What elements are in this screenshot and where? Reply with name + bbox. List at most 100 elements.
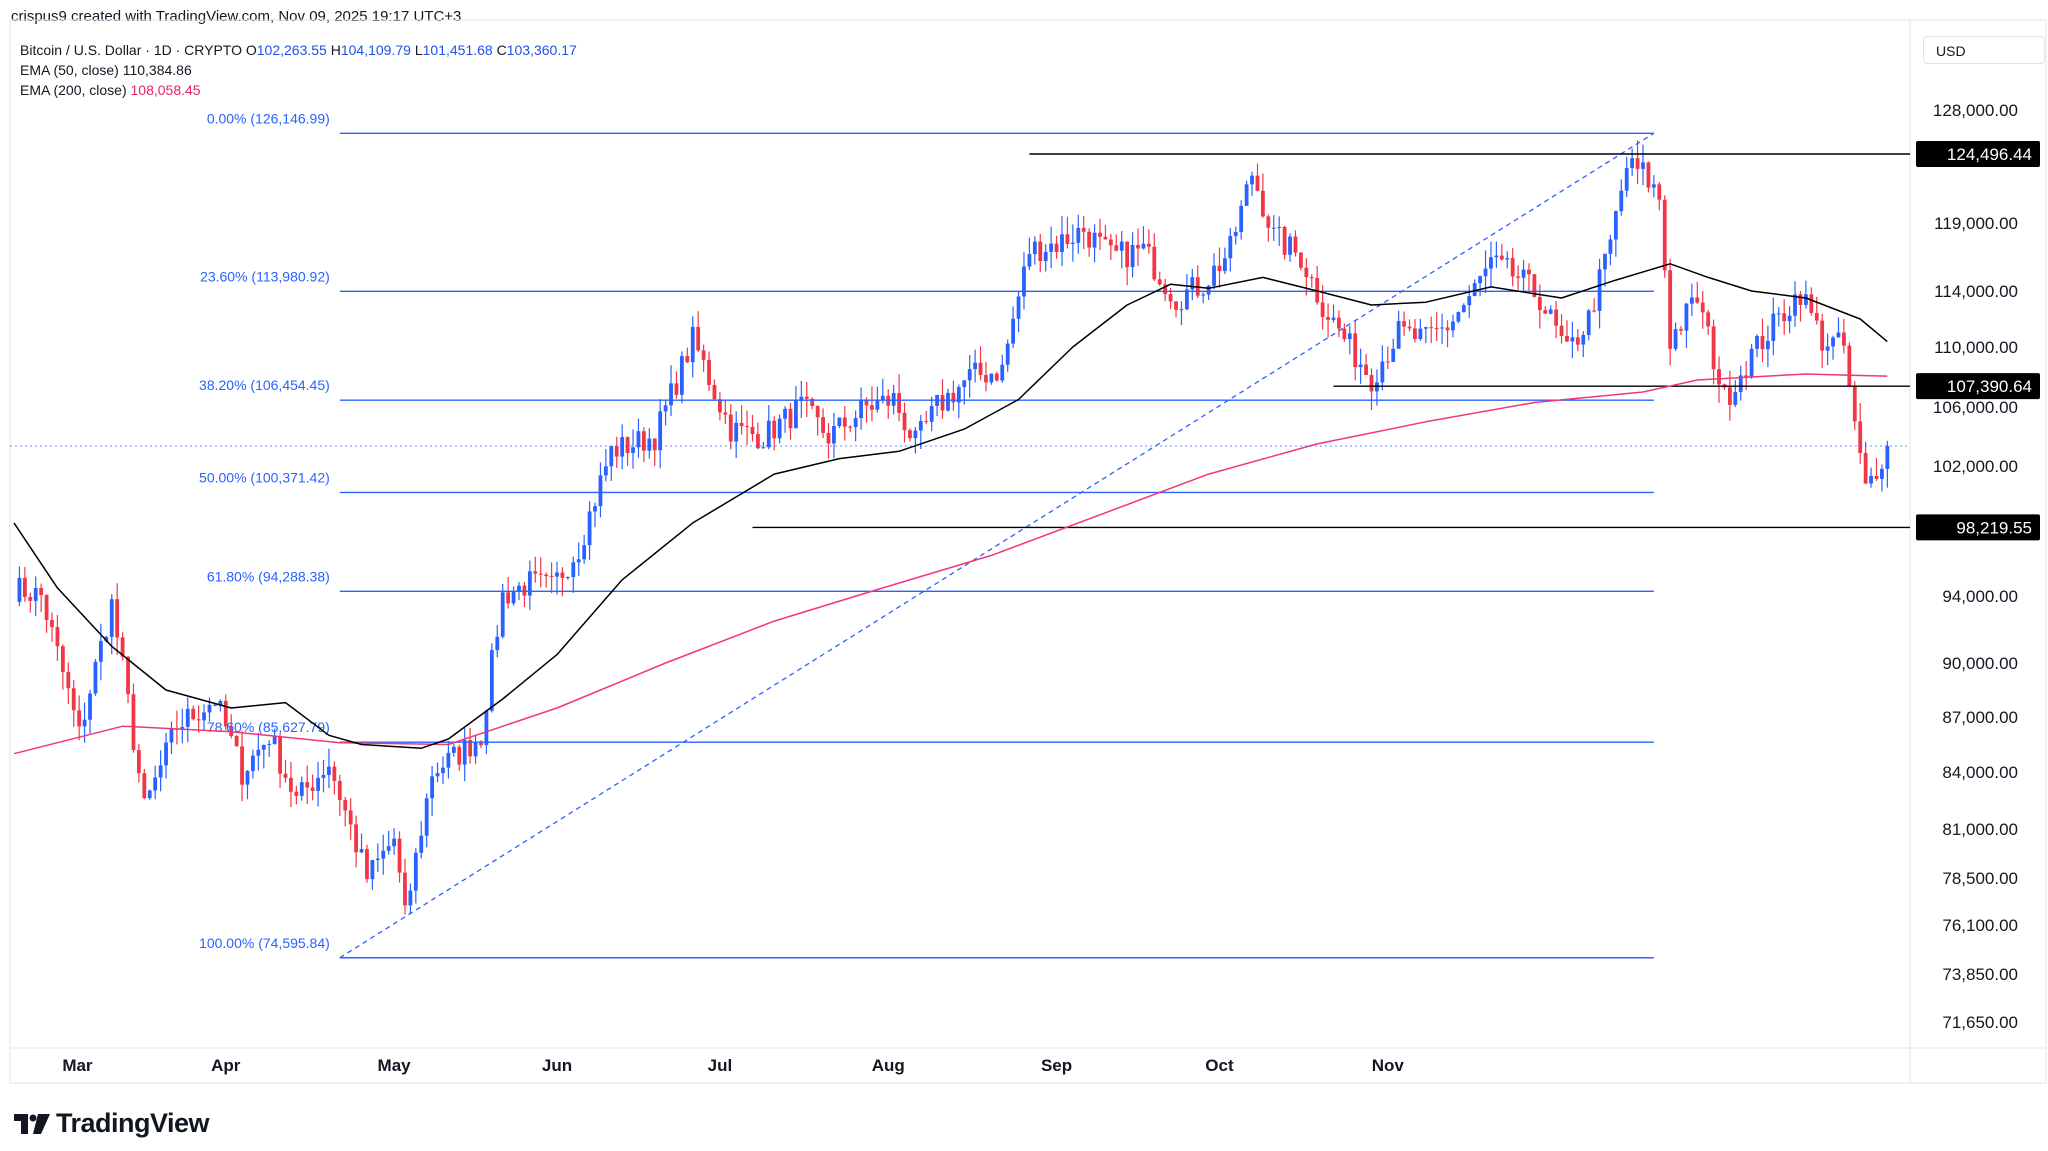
candle-body [864, 400, 869, 406]
candle-body [1184, 289, 1189, 310]
candle-body [804, 396, 809, 399]
candle-body [1119, 241, 1124, 251]
price-label-text: 124,496.44 [1947, 145, 2032, 164]
candle-body [1277, 226, 1282, 228]
candle-body [1114, 245, 1119, 251]
candle-body [310, 787, 315, 791]
price-label-text: 98,219.55 [1956, 518, 2032, 537]
candle-body [1299, 252, 1303, 268]
candles-group [17, 140, 1890, 915]
key-levels-group [752, 153, 1910, 529]
candle-body [1445, 327, 1450, 331]
tradingview-brand-text: TradingView [56, 1108, 210, 1138]
candle-body [1293, 236, 1298, 253]
candle-body [1738, 375, 1743, 393]
candle-body [60, 646, 65, 672]
candle-body [1760, 336, 1765, 350]
candle-body [837, 417, 842, 426]
candle-body [1369, 375, 1374, 392]
candle-body [1559, 325, 1564, 336]
tradingview-logo[interactable]: TradingView [14, 1108, 210, 1139]
candle-body [1027, 254, 1032, 267]
candle-body [50, 619, 54, 628]
candle-body [527, 571, 532, 596]
legend-ema50-row[interactable]: EMA (50, close) 110,384.86 [20, 60, 577, 80]
fib-level-label: 61.80% (94,288.38) [207, 568, 330, 584]
candle-body [875, 400, 880, 410]
candle-body [647, 438, 652, 451]
candle-body [365, 849, 369, 880]
time-axis-tick: Oct [1205, 1056, 1234, 1075]
candle-body [908, 430, 912, 439]
candle-body [1858, 421, 1863, 454]
candle-body [1315, 277, 1320, 303]
candle-body [272, 736, 277, 745]
candle-body [147, 790, 152, 799]
time-axis-tick: Mar [62, 1056, 93, 1075]
legend-ema200-row[interactable]: EMA (200, close) 108,058.45 [20, 80, 577, 100]
candle-body [1358, 364, 1363, 368]
candle-body [1049, 243, 1054, 252]
candle-body [1206, 285, 1211, 295]
candle-body [1168, 294, 1173, 302]
candle-body [1527, 269, 1531, 275]
candle-body [370, 860, 375, 880]
legend-ema200-label: EMA (200, close) [20, 82, 127, 98]
candle-body [191, 708, 196, 720]
candle-body [126, 656, 130, 695]
candle-body [294, 791, 299, 796]
candle-body [1836, 332, 1841, 338]
candle-body [1201, 294, 1206, 296]
candle-body [1456, 312, 1461, 322]
candle-body [1375, 382, 1379, 392]
candle-body [256, 749, 261, 756]
candle-body [1157, 279, 1162, 285]
candle-body [359, 849, 364, 853]
time-axis-tick: Apr [211, 1056, 241, 1075]
currency-selector[interactable]: USD [1923, 36, 2045, 64]
candle-body [870, 405, 874, 410]
candle-body [1874, 475, 1879, 479]
candle-body [1885, 445, 1890, 469]
candle-body [1537, 296, 1542, 311]
legend-low: 101,451.68 [422, 42, 493, 58]
candle-body [631, 447, 635, 453]
candle-body [571, 562, 576, 578]
candle-body [1130, 244, 1135, 268]
candle-body [739, 422, 744, 427]
candle-body [1342, 328, 1347, 340]
price-axis-tick: 71,650.00 [1942, 1013, 2018, 1032]
candle-body [783, 408, 787, 419]
candle-body [690, 326, 695, 363]
candle-body [1782, 313, 1787, 322]
candle-body [788, 408, 793, 429]
candle-body [495, 636, 500, 651]
candle-body [696, 326, 701, 351]
candle-body [1624, 168, 1629, 191]
time-axis-tick: Nov [1372, 1056, 1405, 1075]
candle-body [109, 599, 114, 637]
candle-body [55, 627, 60, 647]
candle-body [1141, 243, 1146, 249]
candle-body [1483, 268, 1488, 277]
candle-body [1499, 255, 1504, 260]
candle-body [1309, 277, 1314, 279]
ema200-line [13, 373, 1888, 755]
candle-body [185, 708, 190, 727]
candle-body [1467, 296, 1472, 306]
candle-body [777, 418, 782, 439]
candle-body [261, 744, 266, 750]
candle-body [1087, 231, 1092, 248]
candle-body [1380, 361, 1385, 383]
candle-body [663, 405, 668, 412]
candle-body [1809, 294, 1814, 313]
candle-body [1548, 309, 1553, 314]
candle-body [267, 744, 272, 746]
candle-body [1174, 301, 1178, 310]
candle-body [538, 573, 543, 575]
price-label-box [1916, 373, 2040, 400]
candle-body [71, 688, 76, 711]
candle-body [343, 799, 348, 811]
candle-body [1413, 328, 1417, 339]
